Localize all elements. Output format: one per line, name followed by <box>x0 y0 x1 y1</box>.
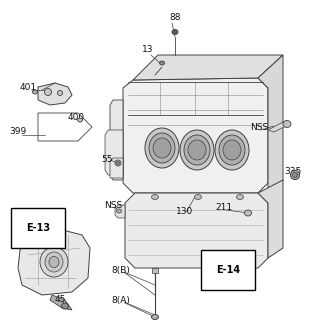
Ellipse shape <box>40 247 68 277</box>
Ellipse shape <box>172 29 178 35</box>
Ellipse shape <box>44 89 52 95</box>
Ellipse shape <box>45 252 63 272</box>
Polygon shape <box>258 55 283 193</box>
Ellipse shape <box>184 135 210 165</box>
Text: 88: 88 <box>169 13 181 22</box>
Ellipse shape <box>180 130 214 170</box>
Ellipse shape <box>215 130 249 170</box>
Ellipse shape <box>61 303 69 309</box>
Polygon shape <box>110 158 123 178</box>
Ellipse shape <box>145 128 179 168</box>
Polygon shape <box>38 83 72 105</box>
Ellipse shape <box>151 315 158 319</box>
Text: NSS: NSS <box>104 201 122 210</box>
Polygon shape <box>18 228 90 295</box>
Text: E-13: E-13 <box>26 223 50 233</box>
Ellipse shape <box>78 118 83 122</box>
Text: 55: 55 <box>101 155 113 164</box>
Ellipse shape <box>283 121 291 127</box>
Polygon shape <box>110 100 123 180</box>
Ellipse shape <box>188 140 206 160</box>
Ellipse shape <box>153 138 171 158</box>
Ellipse shape <box>116 162 120 164</box>
Text: 13: 13 <box>142 45 154 54</box>
Text: 8(A): 8(A) <box>111 295 131 305</box>
Text: 400: 400 <box>67 113 85 122</box>
Text: 8(B): 8(B) <box>111 267 131 276</box>
Text: NSS: NSS <box>250 124 268 132</box>
Polygon shape <box>105 130 123 175</box>
Text: 45: 45 <box>54 295 66 305</box>
Ellipse shape <box>194 195 202 199</box>
Text: 130: 130 <box>176 206 194 215</box>
Text: 335: 335 <box>285 167 302 177</box>
Ellipse shape <box>33 90 38 94</box>
Polygon shape <box>268 122 290 132</box>
Bar <box>152 268 158 273</box>
Text: 401: 401 <box>19 84 37 92</box>
Ellipse shape <box>49 257 59 268</box>
Ellipse shape <box>244 210 252 216</box>
Ellipse shape <box>219 135 245 165</box>
Polygon shape <box>123 78 268 193</box>
Text: E-14: E-14 <box>216 265 240 275</box>
Ellipse shape <box>151 195 158 199</box>
Ellipse shape <box>290 171 300 180</box>
Text: 399: 399 <box>9 127 27 137</box>
Ellipse shape <box>116 209 121 213</box>
Ellipse shape <box>293 172 297 178</box>
Text: 211: 211 <box>215 204 233 212</box>
Ellipse shape <box>58 91 63 95</box>
Ellipse shape <box>223 140 241 160</box>
Polygon shape <box>133 55 283 80</box>
Polygon shape <box>125 193 268 268</box>
Ellipse shape <box>160 61 165 65</box>
Polygon shape <box>258 180 283 258</box>
Ellipse shape <box>149 133 175 163</box>
Ellipse shape <box>237 195 244 199</box>
Polygon shape <box>115 205 125 218</box>
Ellipse shape <box>115 160 121 166</box>
Ellipse shape <box>173 31 177 33</box>
Polygon shape <box>50 295 72 310</box>
